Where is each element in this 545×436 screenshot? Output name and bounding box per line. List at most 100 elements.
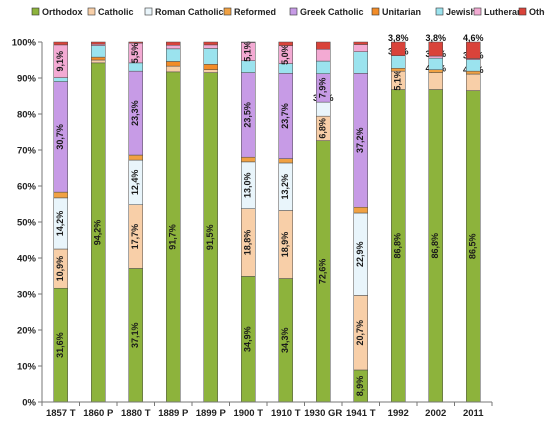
data-label: 94,2% <box>93 220 103 246</box>
legend-swatch-roman-catholic <box>144 7 153 16</box>
x-tick-label: 1992 <box>388 408 409 419</box>
y-tick-label: 70% <box>17 146 37 157</box>
bar-segment-other <box>278 41 293 46</box>
data-label: 91,5% <box>205 225 215 251</box>
legend-label-orthodox: Orthodox <box>42 7 83 17</box>
data-label: 23,5% <box>243 102 253 128</box>
bar-segment-other <box>241 41 256 43</box>
bar-segment-catholic <box>166 65 181 73</box>
bar-segment-lutheran <box>166 44 181 50</box>
bar-segment-lutheran <box>353 44 368 52</box>
data-label: 5,1% <box>243 41 253 62</box>
data-label: 34,3% <box>280 327 290 353</box>
legend-label-lutheran: Lutheran <box>484 7 523 17</box>
y-tick-label: 20% <box>17 326 37 337</box>
legend-swatch-unitarian <box>371 7 380 16</box>
data-label: 12,4% <box>130 170 140 196</box>
bar-segment-jewish <box>166 48 181 62</box>
bar-segment-reformed <box>466 70 481 75</box>
bar-segment-lutheran <box>428 55 443 59</box>
data-label: 37,2% <box>355 128 365 154</box>
data-label: 8,9% <box>355 376 365 397</box>
bar-segment-jewish <box>53 77 68 82</box>
data-label: 23,7% <box>280 103 290 129</box>
bar-segment-lutheran <box>316 48 331 62</box>
bar-segment-reformed <box>278 158 293 164</box>
bar-segment-unitarian <box>91 56 106 61</box>
bar-segment-unitarian <box>166 61 181 67</box>
bar-segment-jewish <box>316 60 331 74</box>
data-label: 5,0% <box>280 44 290 65</box>
data-label: 23,3% <box>130 100 140 126</box>
data-label: 17,7% <box>130 224 140 250</box>
legend-label-reformed: Reformed <box>234 7 276 17</box>
data-label: 86,8% <box>393 233 403 259</box>
data-label: 3,8% <box>388 33 409 43</box>
data-label: 91,7% <box>168 224 178 250</box>
x-tick-label: 1860 P <box>83 408 114 419</box>
bars-area: 31,6% 10,9% 14,2% 30,7% 9,1% 94,2% 37,1% 17,7% 1… <box>53 33 484 403</box>
x-tick-label: 1857 T <box>46 408 76 419</box>
y-tick-label: 100% <box>12 38 37 49</box>
y-tick-label: 80% <box>17 110 37 121</box>
bar-segment-reformed <box>241 156 256 163</box>
legend-label-roman-catholic: Roman Catholic <box>155 7 224 17</box>
bar-segment-lutheran <box>203 44 218 49</box>
x-tick-label: 1900 T <box>233 408 263 419</box>
y-tick-label: 10% <box>17 362 37 373</box>
bar-segment-other <box>203 41 218 46</box>
bar-segment-catholic <box>91 59 106 64</box>
bar-segment-other <box>166 41 181 46</box>
bar-segment-roman-catholic <box>316 101 331 117</box>
data-label: 20,7% <box>355 320 365 346</box>
bar-segment-reformed <box>391 68 406 72</box>
y-tick-label: 40% <box>17 254 37 265</box>
data-label: 86,8% <box>430 233 440 259</box>
data-label: 30,7% <box>55 124 65 150</box>
bar-segment-other <box>53 41 68 46</box>
x-tick-label: 1899 P <box>196 408 227 419</box>
data-label: 7,9% <box>318 78 328 99</box>
data-label: 86,5% <box>468 234 478 260</box>
x-tick-label: 2011 <box>463 408 484 419</box>
bar-segment-other <box>353 41 368 45</box>
legend-swatch-lutheran <box>473 7 482 16</box>
x-axis: 1857 T 1860 P 1880 T 1889 P 1899 P 1900 T 1910… <box>41 401 493 419</box>
bar-segment-catholic <box>428 72 443 90</box>
data-label: 72,6% <box>318 259 328 285</box>
legend-swatch-reformed <box>223 7 232 16</box>
bar-segment-reformed <box>428 69 443 73</box>
legend-label-catholic: Catholic <box>98 7 134 17</box>
y-tick-label: 90% <box>17 74 37 85</box>
data-label: 5,1% <box>393 70 403 91</box>
data-label: 14,2% <box>55 211 65 237</box>
y-axis: 0% 10% 20% 30% 40% 50% 60% 70% 80% 90% 100% <box>12 38 43 409</box>
x-tick-label: 1880 T <box>121 408 151 419</box>
bar-segment-catholic <box>203 69 218 73</box>
data-label: 9,1% <box>55 51 65 72</box>
x-tick-label: 1930 GR <box>304 408 342 419</box>
legend-label-jewish: Jewish <box>446 7 476 17</box>
bar-segment-other <box>428 41 443 57</box>
data-label: 34,9% <box>243 326 253 352</box>
bar-segment-reformed <box>53 191 68 199</box>
legend: Orthodox Catholic Roman Catholic Reformed Gr… <box>31 7 545 17</box>
bar-segment-other <box>466 41 481 59</box>
bar-segment-jewish <box>428 57 443 70</box>
data-label: 3,8% <box>425 33 446 43</box>
bar-segment-other <box>316 41 331 50</box>
legend-swatch-other <box>518 7 527 16</box>
data-label: 31,6% <box>55 332 65 358</box>
bar-segment-reformed <box>353 206 368 214</box>
x-tick-label: 1941 T <box>346 408 376 419</box>
data-label: 10,9% <box>55 256 65 282</box>
data-label: 6,8% <box>318 118 328 139</box>
bar-segment-other <box>91 41 106 45</box>
bar-segment-jewish <box>91 45 106 58</box>
bar-segment-reformed <box>128 154 143 161</box>
x-tick-label: 1889 P <box>158 408 189 419</box>
y-tick-label: 0% <box>22 398 36 409</box>
legend-swatch-orthodox <box>31 7 40 16</box>
data-label: 13,2% <box>280 174 290 200</box>
